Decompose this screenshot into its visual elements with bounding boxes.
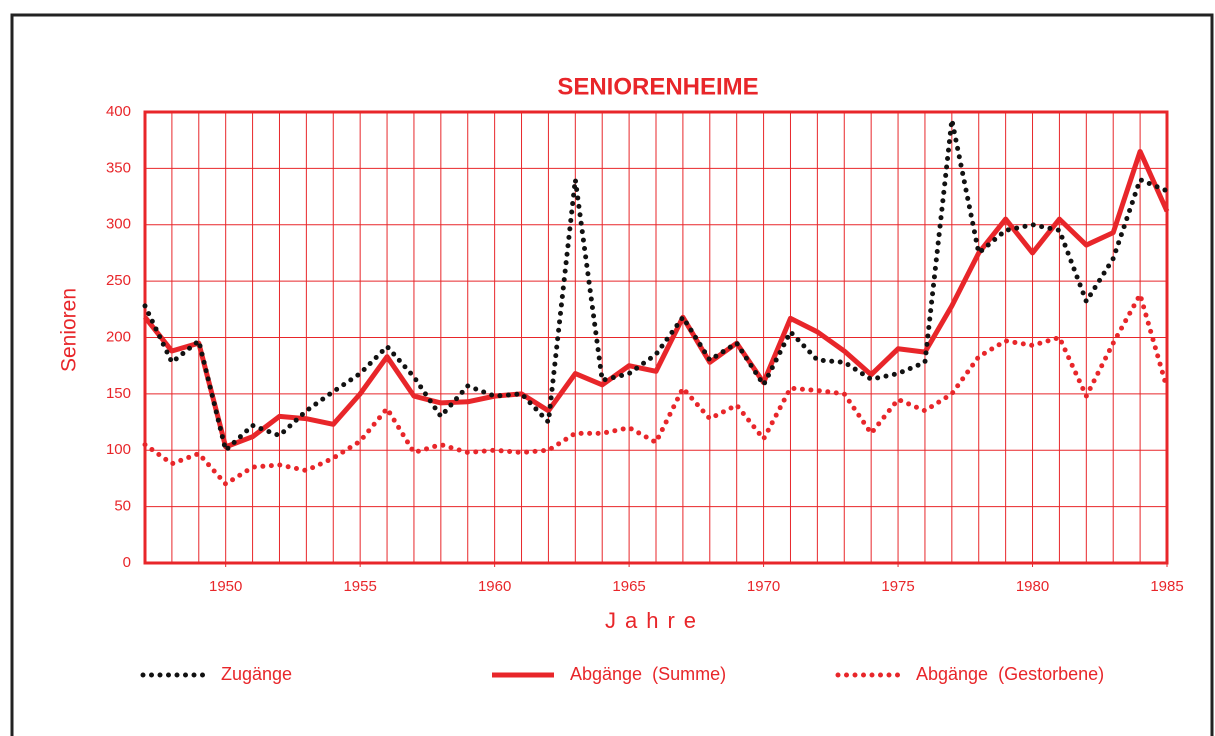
legend-label: Zugänge <box>221 664 292 684</box>
y-tick-label: 350 <box>106 159 131 176</box>
y-tick-label: 250 <box>106 272 131 289</box>
y-tick-label: 150 <box>106 385 131 402</box>
x-axis-label: Jahre <box>605 608 705 633</box>
y-tick-label: 50 <box>114 498 131 515</box>
x-tick-label: 1970 <box>747 578 780 595</box>
chart-title: SENIORENHEIME <box>557 73 758 100</box>
y-axis-label: Senioren <box>58 288 81 372</box>
y-tick-label: 300 <box>106 216 131 233</box>
legend-label: Abgänge (Gestorbene) <box>916 664 1104 684</box>
x-tick-label: 1955 <box>343 578 376 595</box>
legend-label: Abgänge (Summe) <box>570 664 726 684</box>
x-tick-label: 1985 <box>1150 578 1183 595</box>
x-tick-label: 1975 <box>881 578 914 595</box>
y-tick-label: 100 <box>106 441 131 458</box>
x-tick-label: 1950 <box>209 578 242 595</box>
plot-border <box>143 110 1169 565</box>
frame <box>10 13 1214 736</box>
x-tick-label: 1980 <box>1016 578 1049 595</box>
x-tick-label: 1965 <box>612 578 645 595</box>
series-line <box>143 148 1170 450</box>
y-tick-label: 400 <box>106 103 131 120</box>
series-line <box>142 119 1170 455</box>
y-tick-label: 200 <box>106 328 131 345</box>
y-tick-label: 0 <box>123 554 131 571</box>
x-tick-label: 1960 <box>478 578 511 595</box>
